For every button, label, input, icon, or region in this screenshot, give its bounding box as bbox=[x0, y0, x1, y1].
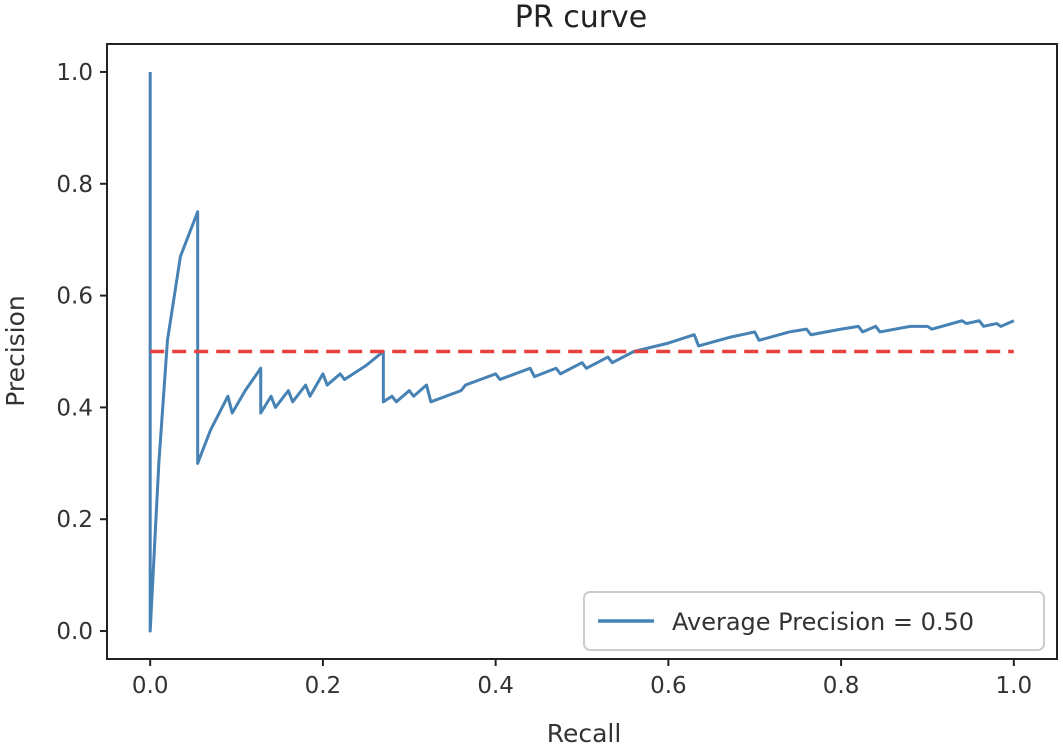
y-tick-label: 0.0 bbox=[56, 619, 93, 645]
legend: Average Precision = 0.50 bbox=[583, 591, 1045, 651]
y-tick-label: 1.0 bbox=[56, 60, 93, 86]
pr-curve-line bbox=[148, 71, 1015, 633]
x-axis-ticks: 0.0 0.2 0.4 0.6 0.8 1.0 bbox=[132, 659, 1032, 699]
x-tick-label: 0.2 bbox=[305, 673, 342, 699]
y-tick-label: 0.6 bbox=[56, 284, 93, 310]
x-tick-label: 1.0 bbox=[996, 673, 1033, 699]
x-tick-label: 0.8 bbox=[823, 673, 860, 699]
x-tick-label: 0.6 bbox=[650, 673, 687, 699]
x-tick-label: 0.4 bbox=[477, 673, 514, 699]
chart-title: PR curve bbox=[515, 0, 648, 35]
y-axis-ticks: 0.0 0.2 0.4 0.6 0.8 1.0 bbox=[56, 60, 107, 645]
plot-area bbox=[106, 43, 1058, 660]
legend-box bbox=[583, 591, 1045, 651]
x-axis-label: Recall bbox=[547, 719, 622, 748]
y-axis-label: Precision bbox=[1, 295, 30, 407]
plot-frame bbox=[106, 43, 1058, 660]
legend-label-average-precision: Average Precision = 0.50 bbox=[672, 608, 974, 636]
series-layer bbox=[148, 71, 1015, 633]
y-tick-label: 0.2 bbox=[56, 507, 93, 533]
y-tick-label: 0.8 bbox=[56, 172, 93, 198]
y-tick-label: 0.4 bbox=[56, 395, 93, 421]
x-tick-label: 0.0 bbox=[132, 673, 169, 699]
